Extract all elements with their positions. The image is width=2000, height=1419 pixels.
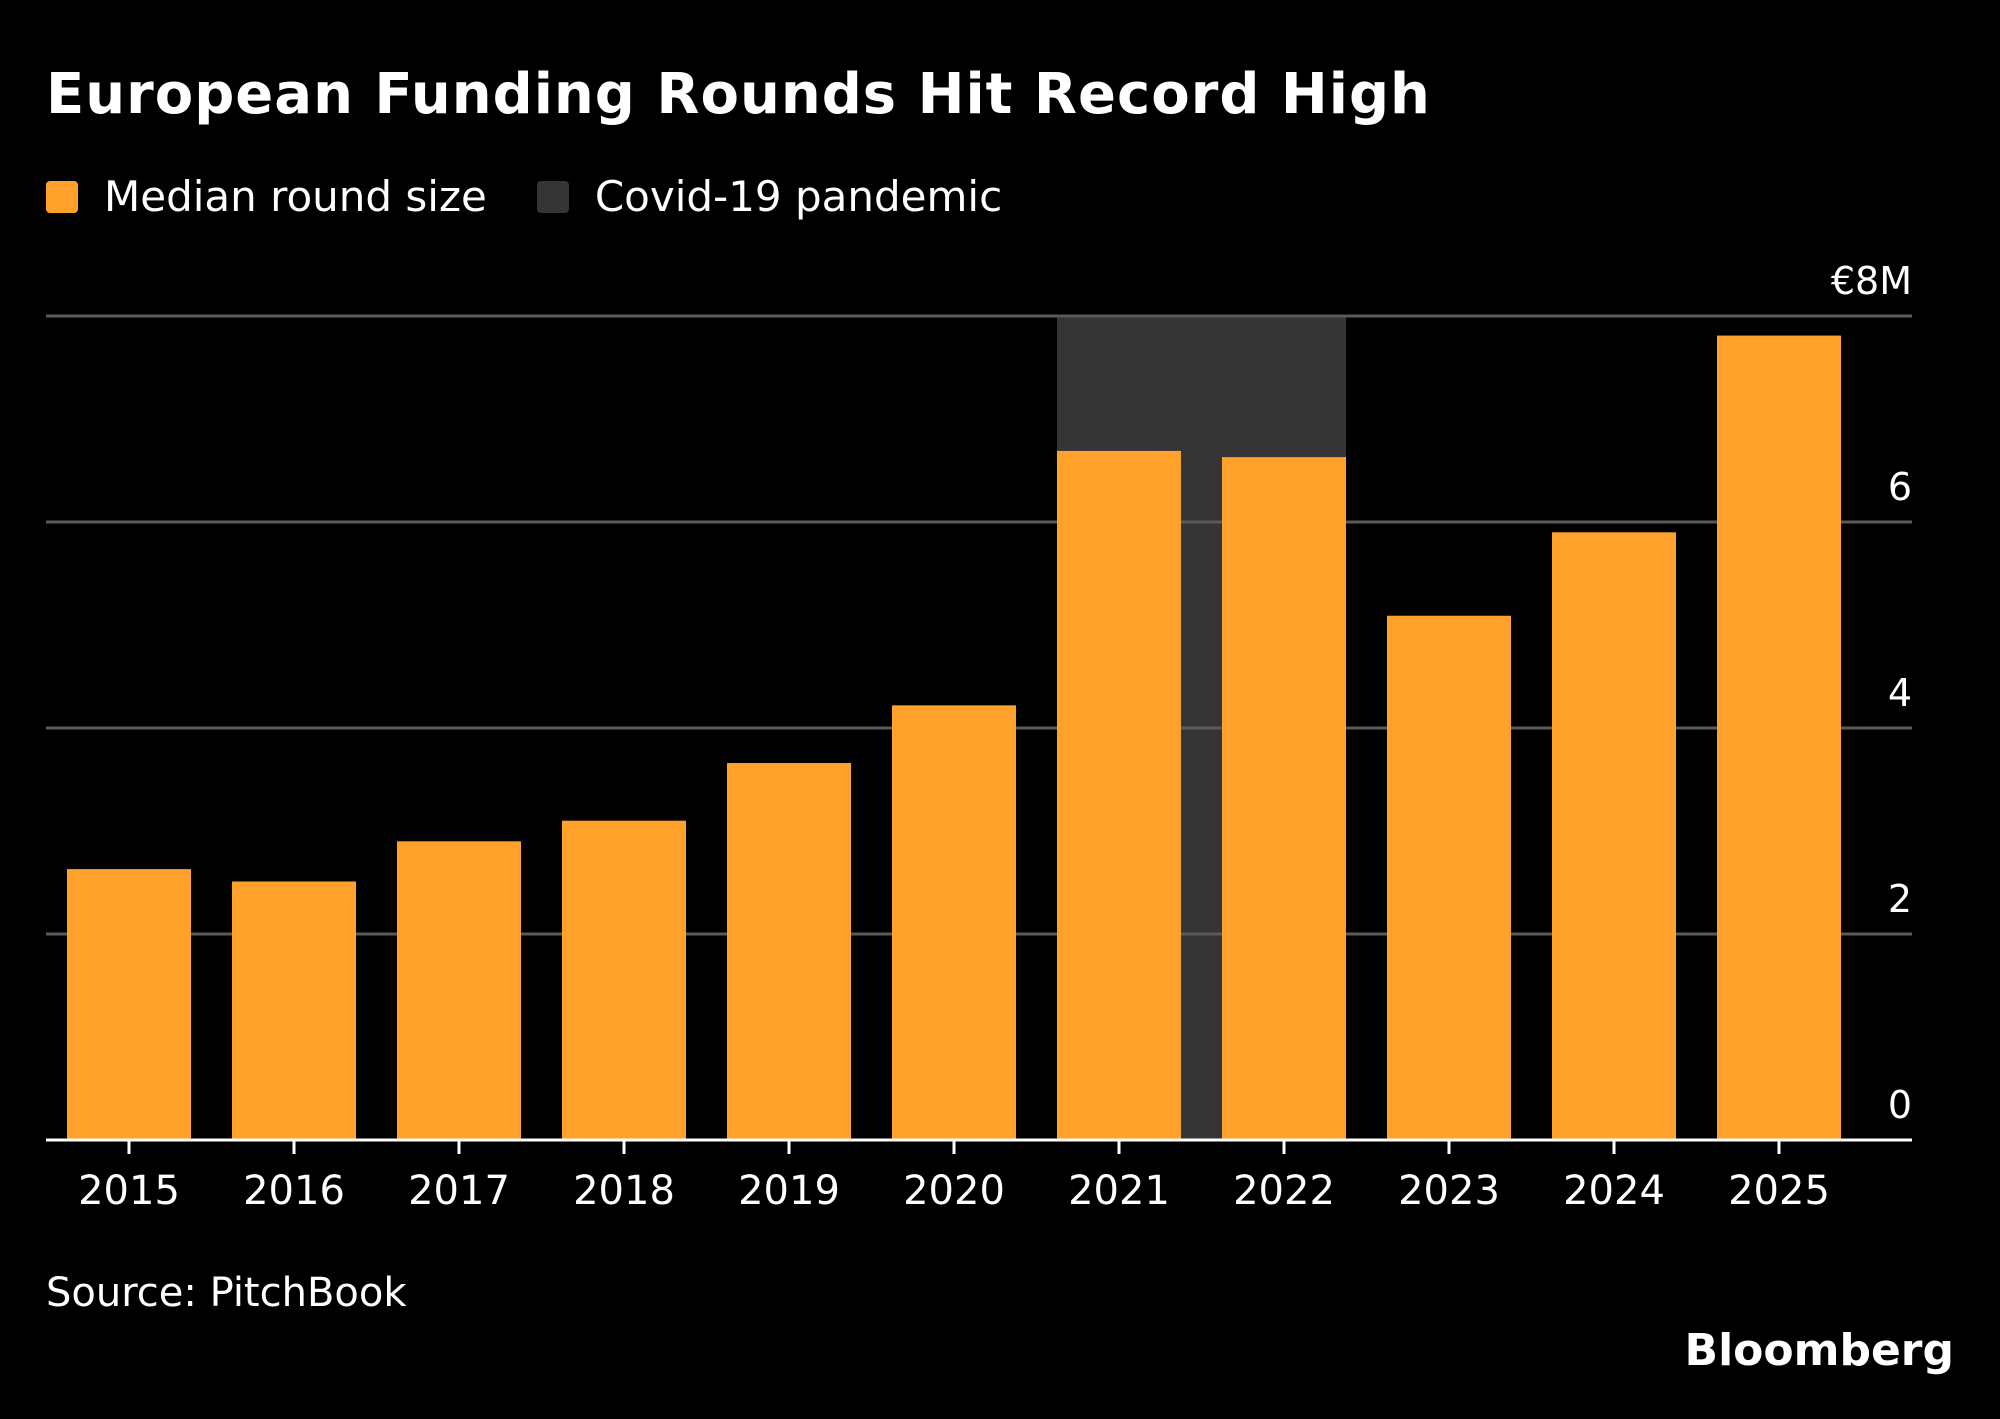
y-tick-label: 0: [1888, 1083, 1912, 1127]
legend-label-median: Median round size: [104, 172, 487, 221]
legend-label-covid: Covid-19 pandemic: [594, 172, 1003, 221]
bloomberg-logo: Bloomberg: [1684, 1325, 1954, 1376]
bar-2022: [1222, 457, 1346, 1140]
x-tick-label: 2016: [243, 1168, 345, 1214]
x-tick-label: 2025: [1728, 1168, 1830, 1214]
y-tick-label: 2: [1888, 877, 1912, 921]
bar-2020: [892, 705, 1016, 1140]
y-tick-label: 6: [1888, 465, 1912, 509]
bar-2017: [397, 841, 521, 1140]
bar-2015: [67, 869, 191, 1140]
y-tick-label: 4: [1888, 671, 1912, 715]
bar-2021: [1057, 450, 1181, 1140]
x-tick-label: 2022: [1233, 1168, 1335, 1214]
bar-2016: [232, 881, 356, 1140]
x-tick-label: 2023: [1398, 1168, 1500, 1214]
x-tick-label: 2018: [573, 1168, 675, 1214]
bar-2024: [1552, 532, 1676, 1140]
y-tick-label: €8M: [1831, 259, 1912, 303]
bar-2025: [1717, 335, 1841, 1140]
legend-swatch-covid: [536, 180, 569, 213]
x-tick-label: 2015: [78, 1168, 180, 1214]
chart-title: European Funding Rounds Hit Record High: [46, 62, 1431, 127]
x-tick-label: 2024: [1563, 1168, 1665, 1214]
bar-2018: [562, 820, 686, 1140]
x-tick-label: 2021: [1068, 1168, 1170, 1214]
legend-item-median: Median round size: [46, 172, 487, 221]
bar-2023: [1387, 615, 1511, 1140]
bar-2019: [727, 763, 851, 1140]
x-tick-label: 2017: [408, 1168, 510, 1214]
legend-swatch-median: [46, 180, 78, 213]
source-note: Source: PitchBook: [46, 1270, 407, 1316]
legend: Median round size Covid-19 pandemic: [46, 172, 1052, 221]
x-tick-label: 2020: [903, 1168, 1005, 1214]
x-tick-label: 2019: [738, 1168, 840, 1214]
legend-item-covid: Covid-19 pandemic: [536, 172, 1003, 221]
